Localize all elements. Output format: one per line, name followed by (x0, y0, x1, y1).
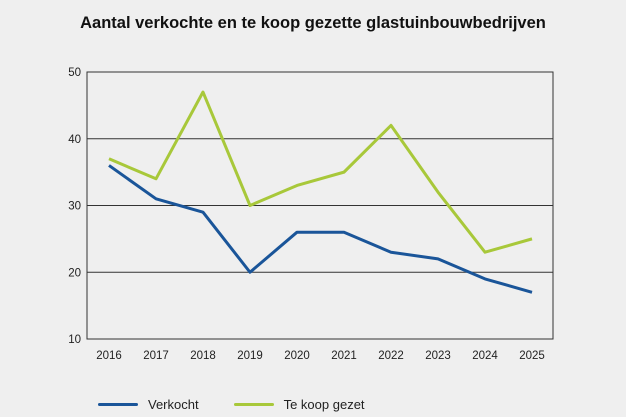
y-tick-label-20: 20 (68, 267, 81, 279)
x-tick-label-2025: 2025 (519, 350, 545, 362)
legend-swatch-te-koop-gezet (233, 403, 274, 406)
x-tick-label-2019: 2019 (237, 350, 263, 362)
x-tick-label-2023: 2023 (425, 350, 451, 362)
x-tick-label-2018: 2018 (190, 350, 216, 362)
legend-swatch-verkocht (98, 403, 138, 406)
x-tick-label-2024: 2024 (472, 350, 498, 362)
series-line-verkocht (108, 164, 533, 294)
legend-item-te-koop-gezet: Te koop gezet (233, 397, 365, 412)
legend-item-verkocht: Verkocht (98, 397, 199, 412)
y-tick-label-50: 50 (68, 67, 81, 79)
legend-label-te-koop-gezet: Te koop gezet (283, 397, 365, 412)
legend-label-verkocht: Verkocht (148, 397, 199, 412)
x-tick-label-2021: 2021 (331, 350, 357, 362)
y-tick-label-40: 40 (68, 134, 81, 146)
x-tick-label-2020: 2020 (284, 350, 310, 362)
plot-frame (86, 71, 554, 340)
chart-title: Aantal verkochte en te koop gezette glas… (80, 14, 546, 32)
x-tick-label-2022: 2022 (378, 350, 404, 362)
x-tick-label-2017: 2017 (143, 350, 169, 362)
series-line-te-koop-gezet (108, 90, 533, 254)
y-tick-label-10: 10 (68, 334, 81, 346)
y-tick-label-30: 30 (68, 201, 81, 213)
legend: Verkocht Te koop gezet (98, 397, 400, 412)
x-tick-label-2016: 2016 (96, 350, 122, 362)
